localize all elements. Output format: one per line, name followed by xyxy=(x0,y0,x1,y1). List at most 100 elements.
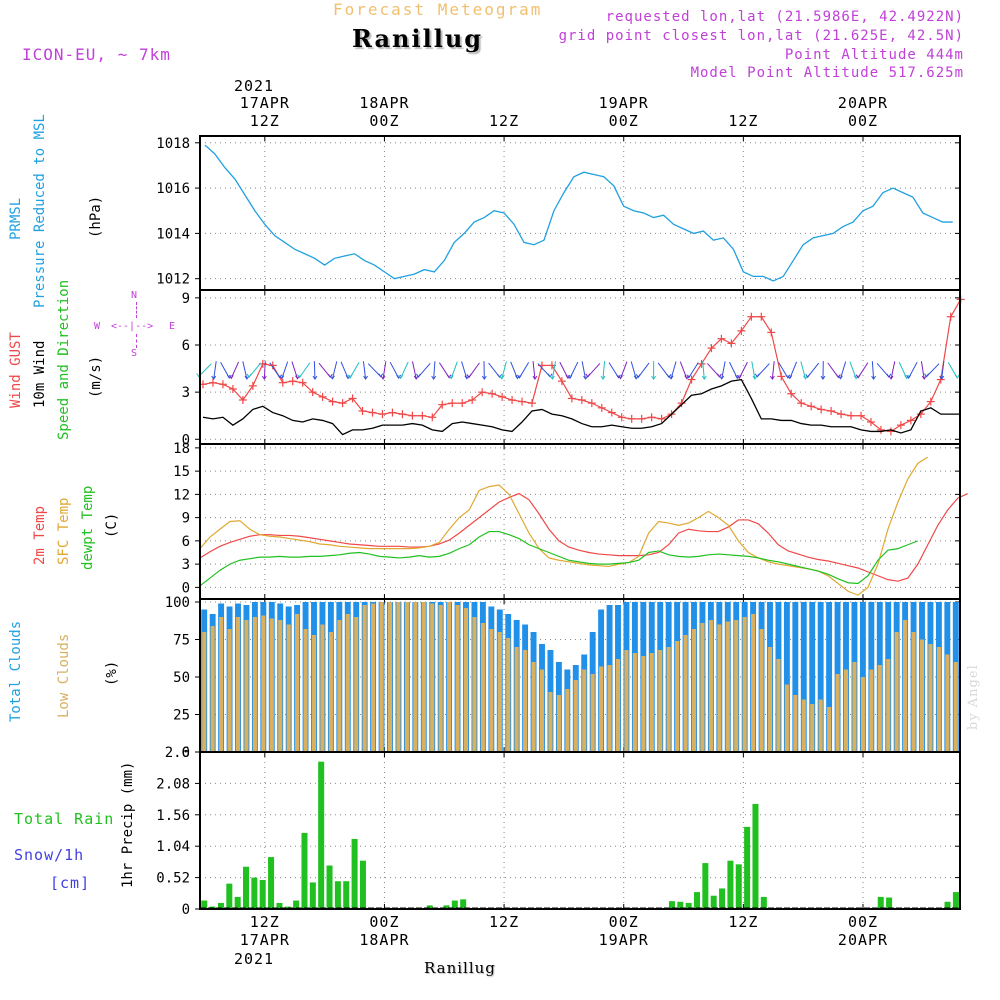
top-year-label: 2021 xyxy=(233,77,275,95)
precip-bar xyxy=(226,883,233,909)
low-cloud-bar xyxy=(337,620,342,752)
low-cloud-bar xyxy=(421,602,426,752)
low-cloud-bar xyxy=(252,617,257,752)
low-cloud-bar xyxy=(767,647,773,752)
wind-arrow-head xyxy=(466,374,472,379)
precip-bar xyxy=(685,902,692,909)
precip-bar xyxy=(243,866,250,909)
wind-arrow xyxy=(551,361,556,380)
wind-arrow-head xyxy=(549,375,555,380)
low-cloud-bar xyxy=(219,617,224,752)
wind-arrow xyxy=(926,363,940,377)
wind-arrow xyxy=(721,361,726,380)
bottom-date-label: 19APR xyxy=(598,931,649,949)
low-cloud-bar xyxy=(413,602,418,752)
low-cloud-bar xyxy=(202,632,207,752)
precip-bar xyxy=(301,832,308,909)
low-cloud-bar xyxy=(438,605,443,752)
dewpt-line xyxy=(199,530,919,587)
y-tick-label: 50 xyxy=(173,670,190,686)
low-cloud-bar xyxy=(869,669,874,752)
wind-arrow-head xyxy=(396,374,402,379)
y-tick-label: 75 xyxy=(173,633,190,649)
precip-bar xyxy=(318,761,325,909)
top-hour-label: 00Z xyxy=(847,112,879,130)
wind-arrow-head xyxy=(616,374,621,379)
low-cloud-bar xyxy=(345,614,350,752)
wind-arrow-head xyxy=(734,374,740,380)
compass-south-line xyxy=(136,334,138,348)
wind-arrow-head xyxy=(921,375,927,380)
low-cloud-bar xyxy=(278,620,283,752)
wind-arrow xyxy=(382,361,387,380)
wind-arrow-head xyxy=(954,374,960,379)
precip-bar xyxy=(702,863,709,909)
wind-arrow-head xyxy=(754,373,760,378)
top-date-label: 19APR xyxy=(598,94,649,112)
low-cloud-bar xyxy=(919,639,925,752)
top-hour-label: 00Z xyxy=(369,112,400,130)
low-cloud-bar xyxy=(683,635,688,752)
wind-arrow xyxy=(411,361,417,380)
low-cloud-bar xyxy=(860,677,865,752)
grid-point-location: grid point closest lon,lat (21.625E, 42.… xyxy=(558,28,964,44)
bottom-hour-label: 12Z xyxy=(489,913,520,931)
wind-arrow xyxy=(771,361,775,380)
precip-bar xyxy=(284,906,291,909)
wind-arrow-head xyxy=(312,375,318,381)
low-cloud-bar xyxy=(227,629,232,752)
wind-arrow xyxy=(679,361,688,379)
wind-arrow xyxy=(702,361,705,380)
y-tick-label: 3 xyxy=(182,557,190,573)
wind-arrow xyxy=(313,361,316,380)
prmsl-line xyxy=(204,144,953,282)
precip-bar xyxy=(443,905,450,909)
precip-bar xyxy=(719,888,726,909)
wind-arrow-head xyxy=(378,373,384,378)
point-altitude: Point Altitude 444m xyxy=(784,47,964,63)
low-cloud-bar xyxy=(303,629,308,752)
low-cloud-bar xyxy=(691,629,697,752)
precip-bar xyxy=(744,826,751,909)
bottom-date-label: 17APR xyxy=(239,931,290,949)
wind-arrow xyxy=(461,361,468,379)
wind-arrow-head xyxy=(499,375,505,380)
total-cloud-bar xyxy=(826,602,833,752)
low-cloud-bar xyxy=(886,659,891,752)
low-cloud-bar xyxy=(235,617,241,752)
top-hour-label: 12Z xyxy=(489,112,520,130)
low-cloud-bar xyxy=(632,653,637,752)
precip-bar xyxy=(234,896,241,909)
low-cloud-bar xyxy=(244,620,249,752)
sfc-temp-line xyxy=(199,456,929,596)
low-cloud-bar xyxy=(843,669,849,752)
low-cloud-bar xyxy=(582,669,587,752)
top-hour-label: 12Z xyxy=(249,112,280,130)
wind-arrow-head xyxy=(532,375,538,380)
model-point-altitude: Model Point Altitude 517.625m xyxy=(690,65,964,81)
y-tick-label: 6 xyxy=(182,534,190,550)
low-cloud-bar xyxy=(827,707,832,752)
low-cloud-bar xyxy=(784,684,789,752)
precip-bar xyxy=(710,895,717,909)
top-hour-label: 12Z xyxy=(728,112,759,130)
compass-n: N xyxy=(131,290,138,301)
low-cloud-bar xyxy=(599,666,604,752)
wind-arrow-head xyxy=(820,375,826,381)
low-cloud-bar xyxy=(607,665,612,752)
wind-arrow xyxy=(849,361,857,379)
low-cloud-bar xyxy=(877,665,882,752)
low-cloud-bar xyxy=(953,662,958,752)
y-tick-label: 12 xyxy=(173,487,190,503)
low-cloud-bar xyxy=(810,704,815,752)
precip-bar xyxy=(752,803,759,909)
wind-gust-line xyxy=(202,299,962,433)
low-cloud-bar xyxy=(362,605,367,752)
low-cloud-bar xyxy=(523,650,528,752)
y-tick-label: 2.6 xyxy=(165,745,190,761)
wind-arrow-head xyxy=(752,375,758,380)
wind-arrow xyxy=(263,361,266,380)
wind-arrow-head xyxy=(363,375,369,380)
precip-bar xyxy=(877,896,884,909)
wind-arrow-head xyxy=(547,373,553,378)
